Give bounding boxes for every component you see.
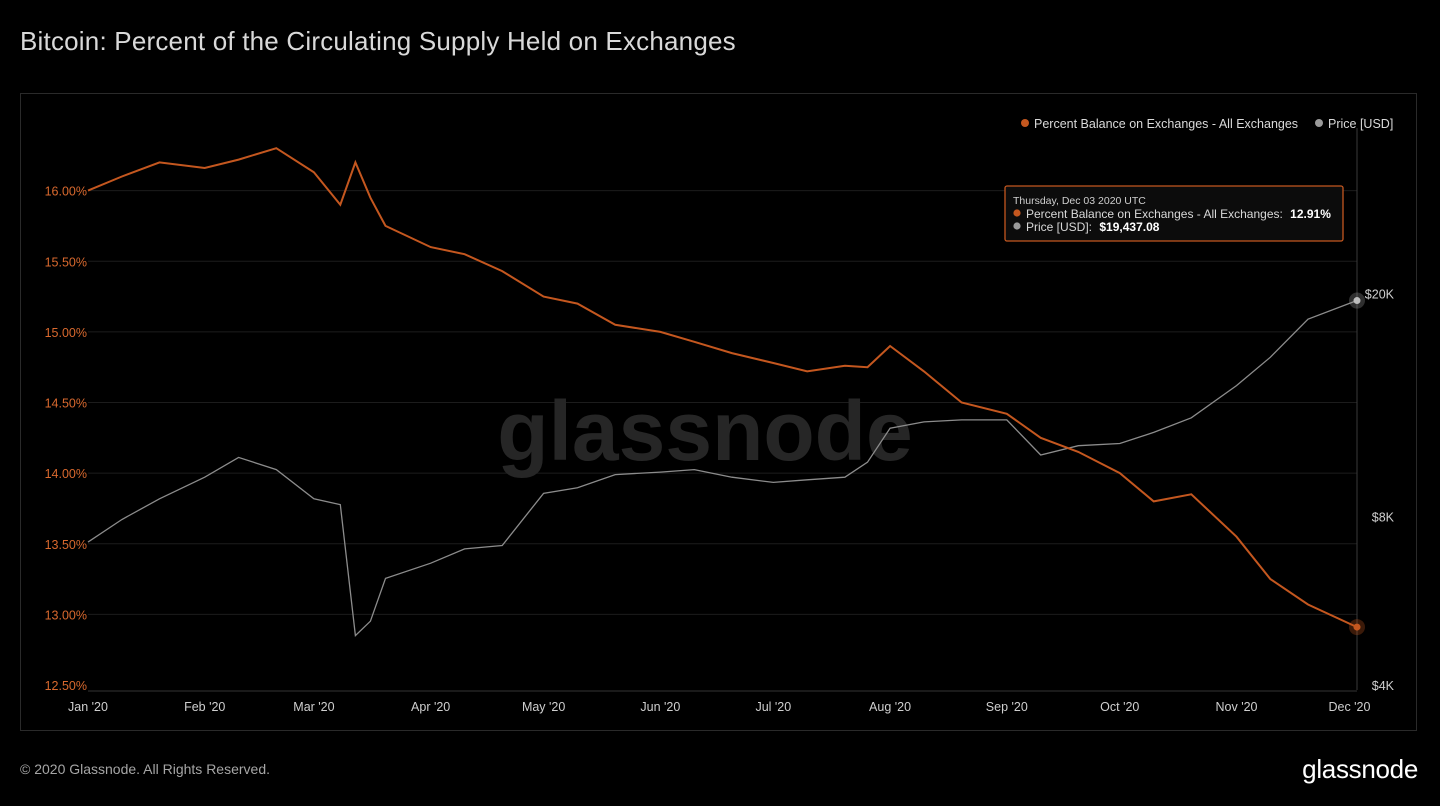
tooltip-value-percent: 12.91%: [1290, 207, 1331, 221]
tooltip-marker-percent: [1013, 209, 1021, 217]
left-tick-label: 13.00%: [45, 608, 87, 622]
legend-label-price[interactable]: Price [USD]: [1328, 117, 1393, 131]
watermark: glassnode: [497, 384, 912, 478]
left-tick-label: 12.50%: [45, 679, 87, 693]
x-axis: Jan '20 Feb '20 Mar '20 Apr '20 May '20 Jun '…: [68, 690, 1371, 714]
left-tick-label: 16.00%: [45, 185, 87, 199]
x-tick-label: Dec '20: [1328, 700, 1370, 714]
tooltip-box: [1004, 185, 1344, 242]
percent-marker: [1353, 623, 1361, 631]
left-tick-label: 13.50%: [45, 538, 87, 552]
x-tick-label: Sep '20: [986, 700, 1028, 714]
chart-frame: [20, 93, 1417, 731]
x-tick-label: Nov '20: [1216, 700, 1258, 714]
x-tick-label: Aug '20: [869, 700, 911, 714]
x-tick-label: Jul '20: [755, 700, 791, 714]
right-tick-label: $4K: [1372, 679, 1395, 693]
left-tick-label: 14.50%: [45, 397, 87, 411]
legend-marker-percent: [1021, 119, 1029, 127]
tooltip-label-percent: Percent Balance on Exchanges - All Excha…: [1026, 207, 1283, 221]
left-tick-label: 14.00%: [45, 467, 87, 481]
left-tick-label: 15.00%: [45, 326, 87, 340]
tooltip: Thursday, Dec 03 2020 UTC Percent Balanc…: [1004, 185, 1344, 242]
tooltip-row-price: Price [USD]: $19,437.08: [1026, 220, 1160, 234]
x-tick-label: Jun '20: [640, 700, 680, 714]
hover-markers: [1349, 292, 1365, 636]
right-axis: $4K $8K $20K: [1365, 288, 1395, 693]
copyright-text: © 2020 Glassnode. All Rights Reserved.: [20, 761, 271, 777]
legend-label-percent[interactable]: Percent Balance on Exchanges - All Excha…: [1034, 117, 1298, 131]
x-tick-label: May '20: [522, 700, 565, 714]
x-tick-label: Feb '20: [184, 700, 225, 714]
glassnode-logo[interactable]: glassnode: [1302, 754, 1418, 784]
price-series-line: [87, 299, 1358, 637]
legend-marker-price: [1315, 119, 1323, 127]
x-tick-label: Mar '20: [293, 700, 334, 714]
page-title: Bitcoin: Percent of the Circulating Supp…: [20, 26, 736, 56]
tooltip-marker-price: [1013, 222, 1021, 230]
percent-series-line: [87, 147, 1358, 629]
legend: Percent Balance on Exchanges - All Excha…: [1021, 117, 1393, 131]
tooltip-date: Thursday, Dec 03 2020 UTC: [1013, 195, 1146, 207]
right-tick-label: $8K: [1372, 510, 1395, 524]
x-tick-label: Oct '20: [1100, 700, 1139, 714]
right-tick-label: $20K: [1365, 288, 1395, 302]
tooltip-label-price: Price [USD]:: [1026, 220, 1092, 234]
left-tick-label: 15.50%: [45, 255, 87, 269]
tooltip-value-price: $19,437.08: [1099, 220, 1159, 234]
price-marker: [1353, 297, 1361, 305]
tooltip-row-percent: Percent Balance on Exchanges - All Excha…: [1026, 207, 1331, 221]
x-tick-label: Apr '20: [411, 700, 450, 714]
x-tick-label: Jan '20: [68, 700, 108, 714]
left-axis: 12.50% 13.00% 13.50% 14.00% 14.50% 15.00% 15.5…: [45, 185, 87, 693]
